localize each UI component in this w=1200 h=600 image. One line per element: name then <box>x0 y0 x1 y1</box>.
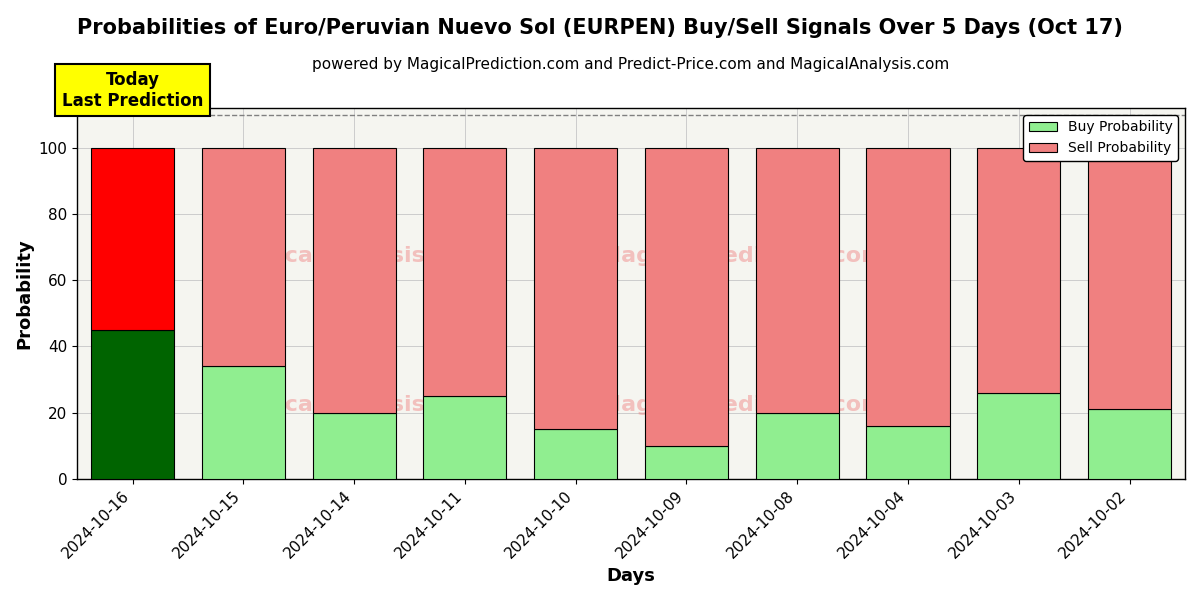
Title: powered by MagicalPrediction.com and Predict-Price.com and MagicalAnalysis.com: powered by MagicalPrediction.com and Pre… <box>312 57 949 72</box>
Text: Probabilities of Euro/Peruvian Nuevo Sol (EURPEN) Buy/Sell Signals Over 5 Days (: Probabilities of Euro/Peruvian Nuevo Sol… <box>77 18 1123 38</box>
Bar <box>644 148 728 446</box>
Text: MagicalPrediction.com: MagicalPrediction.com <box>599 395 884 415</box>
Bar <box>756 148 839 413</box>
Text: Today
Last Prediction: Today Last Prediction <box>62 71 203 110</box>
Bar <box>1088 409 1171 479</box>
Bar <box>977 148 1061 392</box>
Bar <box>312 413 396 479</box>
Y-axis label: Probability: Probability <box>14 238 32 349</box>
Legend: Buy Probability, Sell Probability: Buy Probability, Sell Probability <box>1024 115 1178 161</box>
Bar <box>977 392 1061 479</box>
Bar <box>644 446 728 479</box>
Bar <box>91 148 174 330</box>
Bar <box>756 413 839 479</box>
Bar <box>534 429 617 479</box>
Bar <box>312 148 396 413</box>
Text: MagicalAnalysis.com: MagicalAnalysis.com <box>223 246 485 266</box>
Text: MagicalAnalysis.com: MagicalAnalysis.com <box>223 395 485 415</box>
Bar <box>202 366 284 479</box>
X-axis label: Days: Days <box>607 567 655 585</box>
Bar <box>202 148 284 366</box>
Bar <box>866 148 949 426</box>
Bar <box>866 426 949 479</box>
Bar <box>1088 148 1171 409</box>
Bar <box>534 148 617 429</box>
Text: MagicalPrediction.com: MagicalPrediction.com <box>599 246 884 266</box>
Bar <box>91 330 174 479</box>
Bar <box>424 396 506 479</box>
Bar <box>424 148 506 396</box>
